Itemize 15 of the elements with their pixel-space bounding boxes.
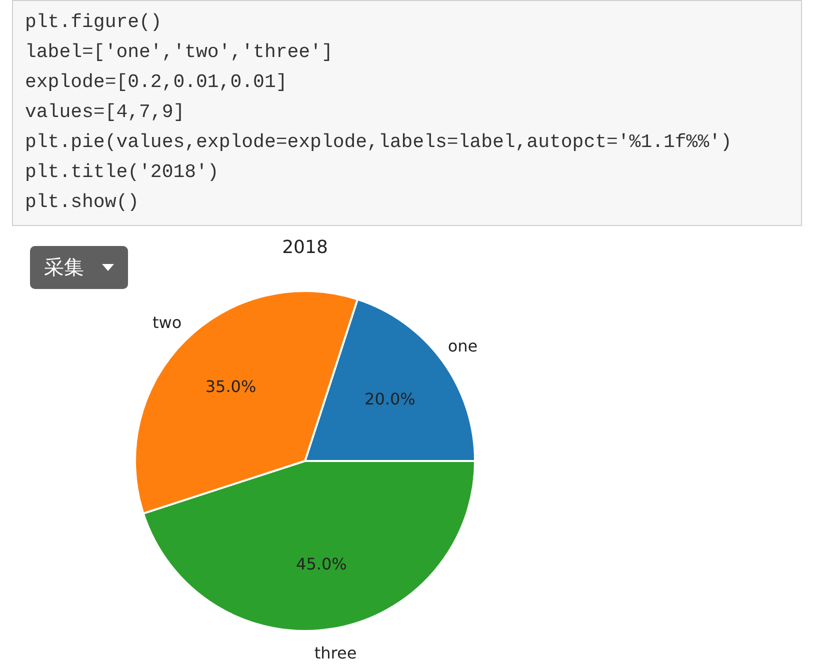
data-label: 20.0% <box>364 389 416 408</box>
slice-label: two <box>152 313 182 332</box>
text: plt.show() <box>25 191 140 213</box>
text: 采集 <box>44 254 84 281</box>
text: values=[4,7,9] <box>25 101 185 123</box>
slice-label: one <box>448 336 478 356</box>
data-label: 35.0% <box>205 376 256 396</box>
slice-label: three <box>314 644 357 663</box>
chart-title: 2018 <box>282 237 328 258</box>
data-label: 45.0% <box>296 554 347 574</box>
text: explode=[0.2,0.01,0.01] <box>25 71 288 93</box>
text: plt.pie(values,explode=explode,labels=label,autopct='%1.1f%%') <box>25 131 732 153</box>
text: label=['one','two','three'] <box>25 41 333 63</box>
text: plt.figure() <box>25 11 162 33</box>
text: plt.title('2018') <box>25 161 219 183</box>
